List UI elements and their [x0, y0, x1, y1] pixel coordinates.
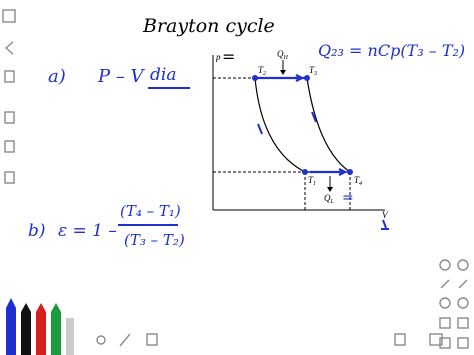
right-toolbar: [439, 259, 469, 349]
tool-icon[interactable]: [146, 333, 158, 346]
tool-icon[interactable]: [394, 333, 406, 346]
tool-icon[interactable]: [457, 337, 469, 349]
arrow: [257, 123, 263, 135]
heat-arrow-head: [327, 187, 333, 192]
tool-icon[interactable]: [4, 140, 15, 153]
title: Brayton cycle: [142, 15, 275, 37]
undo-icon[interactable]: [4, 41, 14, 55]
pen-stroke: [381, 219, 389, 230]
eraser[interactable]: [66, 318, 74, 355]
state-point: [347, 169, 353, 175]
tool-icon[interactable]: [4, 171, 15, 184]
axis-label: p: [215, 52, 221, 62]
state-point: [302, 169, 308, 175]
marker-blue[interactable]: [6, 298, 16, 355]
process-curve: [306, 77, 351, 173]
state-label: T2: [258, 65, 266, 77]
tool-icon[interactable]: [440, 279, 450, 289]
tool-icon[interactable]: [96, 335, 106, 345]
equals: =: [222, 47, 235, 66]
process-curve: [254, 77, 306, 173]
tool-icon[interactable]: [439, 297, 451, 309]
axis-label: V: [382, 210, 389, 220]
tool-icon[interactable]: [439, 317, 451, 329]
part-label: b): [28, 221, 46, 241]
marker-black[interactable]: [21, 303, 31, 355]
arrow: [310, 168, 348, 176]
state-label: T4: [354, 175, 362, 187]
tool-icon[interactable]: [457, 297, 469, 309]
abbrev: dia: [150, 65, 176, 85]
arrow: [311, 111, 317, 123]
equation: Q₂₃ = nCp(T₃ – T₂): [318, 41, 465, 60]
tool-icon[interactable]: [429, 333, 443, 346]
state-label: T3: [309, 65, 317, 77]
part-text: P – V: [97, 66, 146, 87]
bottom-toolbar: [6, 298, 443, 355]
tool-icon[interactable]: [4, 111, 15, 124]
numerator: (T₄ – T₁): [120, 202, 181, 220]
tool-icon[interactable]: [439, 337, 451, 349]
state-point: [252, 75, 258, 81]
heat-label: QL: [324, 193, 335, 205]
pv-diagram: p V T2 T3 T1 T4 QH QL =: [212, 49, 389, 230]
part-label: a): [48, 66, 66, 87]
heat-label: QH: [277, 49, 289, 61]
marker-red[interactable]: [36, 303, 46, 355]
tool-icon[interactable]: [457, 259, 469, 271]
tool-icon[interactable]: [2, 9, 16, 23]
state-point: [304, 75, 310, 81]
arrow: [255, 74, 305, 82]
tool-icon[interactable]: [119, 333, 131, 347]
tool-icon[interactable]: [457, 317, 469, 329]
tool-icon[interactable]: [439, 259, 451, 271]
left-toolbar: [2, 9, 16, 184]
marker-green[interactable]: [51, 303, 61, 355]
delete-icon[interactable]: [4, 70, 15, 83]
tool-icon[interactable]: [458, 279, 468, 289]
mark: =: [342, 190, 354, 206]
state-label: T1: [308, 175, 316, 187]
lhs: ε = 1 –: [58, 221, 117, 241]
heat-arrow-head: [280, 70, 286, 75]
denominator: (T₃ – T₂): [124, 231, 185, 249]
